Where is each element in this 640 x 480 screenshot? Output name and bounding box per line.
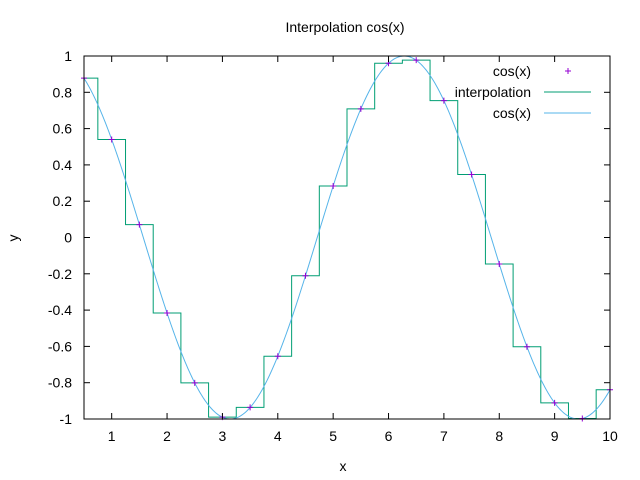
tick-layer: 1 2 3 4 5 6 7 8 9 10 -1 -0.8 -0.6 -0.4 -0.2 0 0.2 0.4 0.6 0…: [48, 48, 618, 444]
cos-data-point: [413, 57, 420, 64]
y-axis-label: y: [5, 235, 21, 242]
legend-label-function: cos(x): [493, 105, 531, 121]
cos-data-point: [551, 399, 558, 406]
cos-function-line: [84, 56, 610, 419]
cos-data-point: [579, 415, 586, 422]
cos-data-point: [523, 343, 530, 350]
interpolation-step-line: [84, 59, 610, 419]
x-tick-label: 3: [219, 428, 227, 444]
y-tick-label: 0.2: [53, 193, 73, 209]
legend-label-interpolation: interpolation: [455, 84, 531, 100]
y-tick-label: 1: [64, 48, 72, 64]
cos-data-point: [440, 97, 447, 104]
cos-data-point: [136, 221, 143, 228]
cos-data-point: [330, 182, 337, 189]
cos-data-point: [247, 404, 254, 411]
cos-data-point: [108, 136, 115, 143]
x-tick-label: 8: [495, 428, 503, 444]
x-tick-label: 10: [602, 428, 618, 444]
x-tick-label: 5: [329, 428, 337, 444]
x-tick-label: 6: [385, 428, 393, 444]
y-tick-label: -1: [60, 411, 73, 427]
x-axis-label: x: [340, 458, 347, 474]
cos-data-point: [274, 353, 281, 360]
cos-data-point: [357, 105, 364, 112]
cos-data-point: [164, 310, 171, 317]
x-tick-label: 7: [440, 428, 448, 444]
y-tick-label: 0.8: [53, 84, 73, 100]
y-tick-label: -0.2: [48, 266, 72, 282]
y-tick-label: 0.6: [53, 121, 73, 137]
x-tick-label: 2: [163, 428, 171, 444]
x-tick-label: 4: [274, 428, 282, 444]
cos-data-point: [496, 260, 503, 267]
series-layer: [81, 56, 613, 422]
chart-title: Interpolation cos(x): [285, 19, 404, 35]
y-tick-label: 0.4: [53, 157, 73, 173]
y-tick-label: -0.6: [48, 338, 72, 354]
cos-data-point: [191, 379, 198, 386]
y-tick-label: -0.4: [48, 302, 72, 318]
y-tick-label: 0: [64, 230, 72, 246]
y-tick-label: -0.8: [48, 375, 72, 391]
x-tick-label: 1: [108, 428, 116, 444]
legend-label-points: cos(x): [493, 63, 531, 79]
cos-data-point: [468, 171, 475, 178]
legend-swatch-points: [565, 68, 571, 74]
x-tick-label: 9: [551, 428, 559, 444]
cos-data-point: [302, 272, 309, 279]
legend: cos(x) interpolation cos(x): [455, 63, 591, 121]
